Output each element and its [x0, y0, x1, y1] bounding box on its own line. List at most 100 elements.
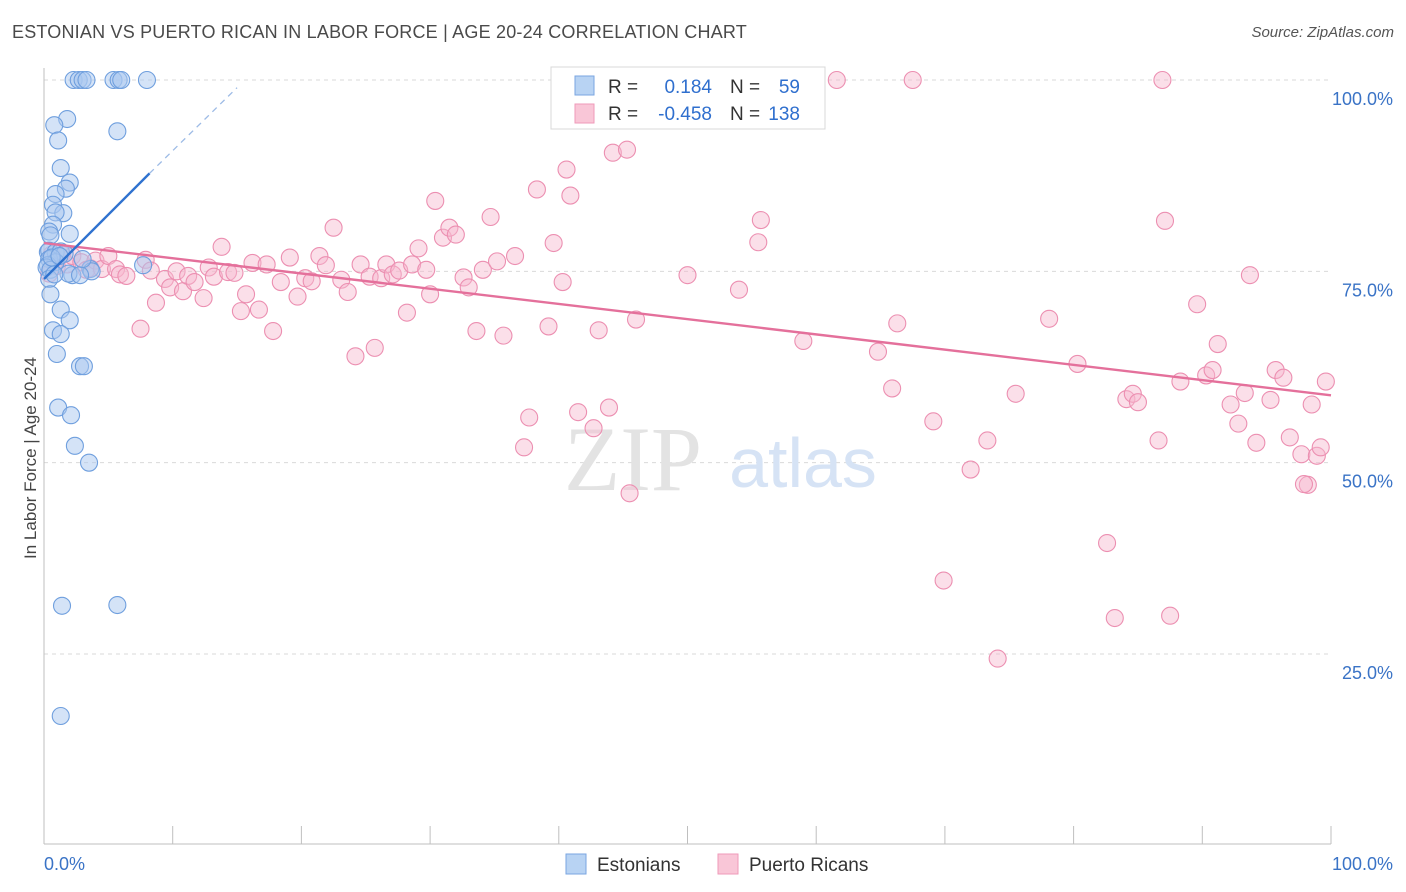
point-puerto-ricans-133 [1316, 372, 1335, 391]
series-estonians [37, 70, 157, 726]
chart-source: Source: ZipAtlas.com [1251, 24, 1394, 41]
point-puerto-ricans-40 [288, 287, 307, 306]
point-puerto-ricans-73 [520, 408, 539, 427]
point-estonians-53 [108, 595, 127, 615]
point-puerto-ricans-123 [1247, 433, 1266, 452]
point-puerto-ricans-37 [264, 321, 283, 341]
point-puerto-ricans-79 [557, 160, 576, 179]
y-tick-label-3: 100.0% [1332, 89, 1393, 109]
point-puerto-ricans-112 [1149, 431, 1168, 450]
point-puerto-ricans-59 [417, 260, 436, 279]
watermark-zip: ZIP [564, 408, 702, 510]
legend-n-label-2: N = [730, 104, 760, 125]
point-puerto-ricans-57 [403, 255, 422, 274]
point-puerto-ricans-67 [467, 321, 486, 341]
point-puerto-ricans-87 [626, 310, 646, 329]
point-puerto-ricans-97 [903, 70, 922, 90]
point-puerto-ricans-104 [1040, 309, 1059, 328]
point-puerto-ricans-80 [561, 186, 580, 205]
point-puerto-ricans-65 [454, 268, 473, 287]
point-puerto-ricans-103 [1006, 384, 1025, 403]
point-puerto-ricans-25 [185, 272, 204, 292]
trend-line-estonians [43, 172, 151, 280]
point-puerto-ricans-111 [1155, 211, 1175, 230]
x-tick-label-0: 0.0% [44, 854, 85, 874]
y-tick-label-2: 75.0% [1342, 280, 1393, 300]
point-puerto-ricans-129 [1302, 395, 1321, 414]
point-puerto-ricans-14 [110, 265, 129, 284]
point-puerto-ricans-132 [1311, 438, 1330, 457]
bottom-legend-label-estonians: Estonians [597, 855, 680, 876]
point-puerto-ricans-77 [544, 233, 563, 253]
point-puerto-ricans-127 [1280, 428, 1299, 447]
bottom-legend-swatch-puerto-ricans [717, 853, 739, 875]
point-estonians-58 [45, 265, 64, 284]
point-puerto-ricans-124 [1261, 390, 1280, 409]
point-puerto-ricans-115 [1188, 295, 1207, 314]
bottom-legend: Estonians Puerto Ricans [565, 853, 868, 876]
point-puerto-ricans-136 [678, 266, 697, 285]
x-tick-label-1: 100.0% [1332, 854, 1393, 874]
point-puerto-ricans-82 [584, 419, 603, 438]
point-puerto-ricans-70 [487, 252, 507, 271]
legend-n-label-1: N = [730, 77, 760, 98]
point-puerto-ricans-137 [729, 280, 749, 299]
point-puerto-ricans-38 [271, 272, 290, 292]
point-puerto-ricans-92 [794, 331, 813, 351]
point-puerto-ricans-118 [1208, 334, 1227, 354]
point-puerto-ricans-72 [505, 246, 525, 266]
point-puerto-ricans-42 [302, 272, 321, 291]
legend-n-value-1: 59 [779, 77, 800, 98]
legend-r-value-1: 0.184 [664, 77, 712, 98]
bottom-legend-swatch-estonians [565, 853, 587, 875]
point-puerto-ricans-44 [316, 256, 335, 275]
point-puerto-ricans-64 [446, 225, 465, 244]
point-puerto-ricans-85 [603, 143, 622, 162]
point-estonians-22 [60, 224, 79, 243]
legend-r-value-2: -0.458 [658, 104, 712, 125]
point-estonians-21 [41, 226, 60, 245]
point-estonians-57 [73, 250, 92, 269]
legend-swatch-pink [574, 103, 595, 124]
point-puerto-ricans-121 [1235, 383, 1254, 403]
watermark: ZIP atlas [564, 408, 877, 510]
point-puerto-ricans-35 [249, 300, 268, 319]
point-estonians-39 [70, 266, 90, 285]
point-puerto-ricans-45 [324, 218, 343, 237]
point-puerto-ricans-61 [426, 191, 445, 210]
point-puerto-ricans-126 [1274, 368, 1293, 387]
axes [43, 68, 1332, 845]
point-puerto-ricans-75 [527, 180, 546, 199]
point-puerto-ricans-26 [194, 289, 213, 308]
point-puerto-ricans-69 [481, 207, 500, 227]
point-estonians-42 [60, 311, 79, 330]
trend-lines [43, 87, 1332, 397]
watermark-atlas: atlas [729, 424, 877, 502]
point-estonians-36 [134, 256, 153, 275]
point-puerto-ricans-102 [988, 649, 1007, 668]
point-puerto-ricans-110 [1128, 393, 1147, 412]
point-estonians-44 [51, 325, 70, 344]
point-puerto-ricans-107 [1105, 608, 1124, 628]
point-estonians-45 [47, 344, 66, 364]
point-puerto-ricans-93 [827, 70, 846, 90]
legend-box: R = 0.184 N = 59 R = -0.458 N = 138 [550, 66, 826, 130]
point-puerto-ricans-32 [231, 302, 250, 321]
y-axis-label: In Labor Force | Age 20-24 [21, 357, 40, 559]
point-puerto-ricans-63 [440, 218, 459, 237]
point-puerto-ricans-16 [131, 319, 150, 338]
point-puerto-ricans-84 [599, 398, 619, 417]
point-puerto-ricans-71 [494, 326, 513, 345]
point-puerto-ricans-58 [409, 239, 428, 258]
legend-n-value-2: 138 [768, 104, 800, 125]
legend-r-label-2: R = [608, 104, 638, 125]
point-puerto-ricans-39 [280, 248, 299, 267]
point-puerto-ricans-100 [961, 460, 980, 479]
point-puerto-ricans-95 [883, 379, 902, 398]
point-puerto-ricans-91 [751, 211, 770, 230]
point-estonians-6 [112, 70, 131, 90]
point-puerto-ricans-51 [365, 338, 384, 357]
point-estonians-54 [51, 706, 70, 726]
point-puerto-ricans-29 [212, 237, 231, 256]
